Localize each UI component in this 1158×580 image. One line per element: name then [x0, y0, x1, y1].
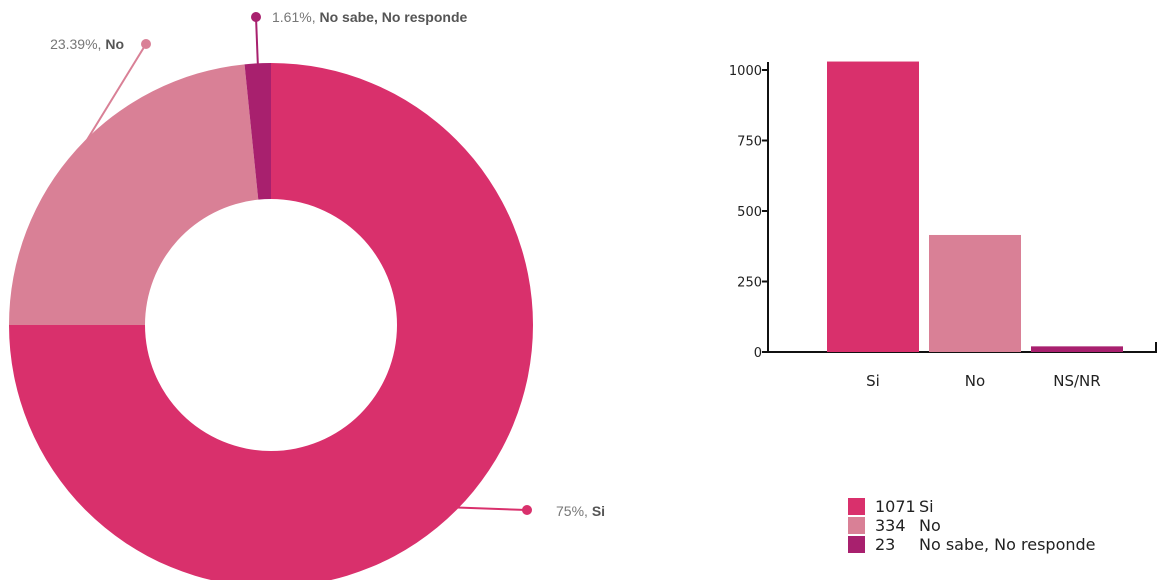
x-tick-label: No — [965, 372, 985, 390]
y-tick-label: 250 — [737, 276, 762, 291]
leader-marker-si — [522, 505, 532, 515]
leader-line-no — [78, 43, 147, 153]
y-tick-label: 1000 — [729, 64, 762, 79]
y-tick-label: 0 — [754, 346, 762, 361]
bar-no — [929, 234, 1021, 352]
leader-marker-no — [141, 39, 151, 49]
donut-slice-no-sabe-no-responde — [244, 63, 271, 200]
legend-count-no: 334 — [875, 516, 906, 535]
bar-si — [827, 61, 919, 352]
legend-label-no: No — [919, 516, 941, 535]
bar-nsnr — [1031, 346, 1123, 352]
bar-chart: 0 250 500 750 1000 Si No NS/NR — [729, 61, 1157, 390]
leader-line-no-sabe-no-responde — [255, 16, 259, 68]
legend-swatch-no — [848, 517, 865, 534]
donut-slice-no — [9, 64, 259, 325]
leader-marker-no-sabe-no-responde — [251, 12, 261, 22]
legend-count-nsnr: 23 — [875, 535, 896, 554]
legend-label-si: Si — [919, 497, 934, 516]
y-tick-label: 500 — [737, 205, 762, 220]
slice-label-si: 75%, Si — [556, 503, 605, 519]
y-tick-label: 750 — [737, 135, 762, 150]
legend-item-si: 1071 Si — [848, 497, 1096, 516]
donut-slice-si — [9, 63, 533, 580]
slice-label-no: 23.39%, No — [50, 36, 124, 52]
x-tick-label: NS/NR — [1053, 372, 1100, 390]
legend-label-nsnr: No sabe, No responde — [919, 535, 1096, 554]
legend-item-nsnr: 23 No sabe, No responde — [848, 535, 1096, 554]
legend-swatch-si — [848, 498, 865, 515]
x-tick-label: Si — [866, 372, 880, 390]
legend-swatch-nsnr — [848, 536, 865, 553]
slice-label-no-sabe-no-responde: 1.61%, No sabe, No responde — [272, 9, 468, 25]
legend-count-si: 1071 — [875, 497, 916, 516]
legend-item-no: 334 No — [848, 516, 1096, 535]
donut-chart: 75%, Si 23.39%, No 1.61%, No sabe, No resp… — [9, 9, 605, 580]
bar-legend: 1071 Si 334 No 23 No sabe, No responde — [848, 497, 1096, 554]
leader-line-si — [453, 506, 528, 511]
